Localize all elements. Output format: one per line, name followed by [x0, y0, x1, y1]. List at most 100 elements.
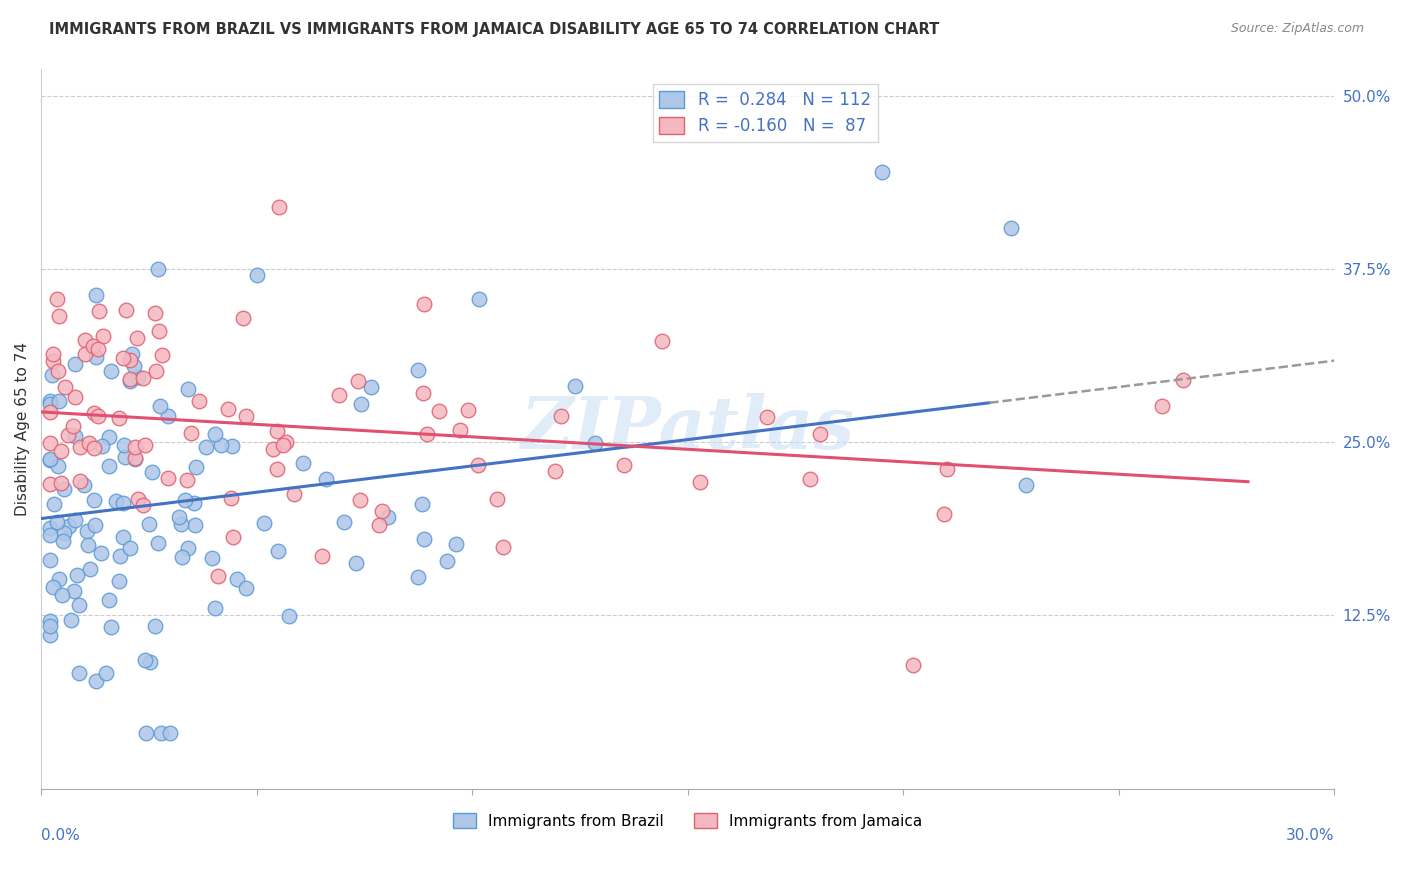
Point: [141, 465, 163, 479]
Point: [90, 439, 112, 453]
Point: [46, 459, 69, 474]
Point: [157, 471, 180, 485]
Point: [98, 593, 121, 607]
Point: [63, 428, 86, 442]
Point: [69, 475, 91, 489]
Point: [148, 324, 170, 338]
Point: [204, 427, 226, 442]
Point: [90, 546, 112, 560]
Point: [416, 426, 439, 441]
Point: [176, 474, 198, 488]
Point: [350, 396, 373, 410]
Point: [67, 665, 90, 680]
Point: [1015, 478, 1038, 492]
Point: [936, 462, 959, 476]
Point: [100, 620, 122, 634]
Point: [492, 540, 515, 554]
Point: [87, 303, 110, 318]
Point: [69, 440, 91, 454]
Point: [267, 544, 290, 558]
Point: [66, 568, 89, 582]
Point: [41, 368, 63, 382]
Point: [48, 572, 70, 586]
Point: [114, 450, 136, 465]
Point: [86, 409, 108, 423]
Point: [112, 438, 135, 452]
Point: [127, 331, 149, 345]
Point: [45, 292, 67, 306]
Point: [132, 370, 155, 384]
Point: [486, 492, 509, 507]
Point: [98, 459, 121, 474]
Point: [252, 516, 274, 530]
Point: [122, 359, 145, 374]
Point: [84, 351, 107, 365]
Point: [118, 541, 141, 555]
Text: 0.0%: 0.0%: [41, 828, 80, 843]
Point: [274, 435, 297, 450]
Point: [143, 306, 166, 320]
Point: [159, 726, 181, 740]
Point: [84, 288, 107, 302]
Text: Source: ZipAtlas.com: Source: ZipAtlas.com: [1230, 22, 1364, 36]
Point: [58, 519, 80, 533]
Text: IMMIGRANTS FROM BRAZIL VS IMMIGRANTS FROM JAMAICA DISABILITY AGE 65 TO 74 CORREL: IMMIGRANTS FROM BRAZIL VS IMMIGRANTS FRO…: [49, 22, 939, 37]
Point: [347, 374, 370, 388]
Point: [1000, 220, 1022, 235]
Point: [76, 524, 98, 539]
Point: [38, 451, 60, 466]
Point: [73, 334, 96, 348]
Point: [262, 442, 284, 456]
Point: [1173, 373, 1195, 387]
Point: [51, 588, 73, 602]
Point: [127, 492, 149, 507]
Point: [468, 292, 491, 306]
Point: [1150, 400, 1173, 414]
Point: [52, 533, 75, 548]
Text: ZIPatlas: ZIPatlas: [520, 393, 855, 464]
Point: [138, 517, 160, 532]
Point: [271, 438, 294, 452]
Point: [82, 339, 104, 353]
Point: [38, 405, 60, 419]
Point: [132, 499, 155, 513]
Point: [79, 562, 101, 576]
Point: [146, 262, 169, 277]
Point: [87, 342, 110, 356]
Point: [62, 419, 84, 434]
Point: [121, 347, 143, 361]
Point: [278, 609, 301, 624]
Point: [73, 477, 96, 491]
Point: [235, 582, 257, 596]
Point: [38, 394, 60, 409]
Point: [108, 574, 131, 588]
Point: [49, 475, 72, 490]
Point: [38, 435, 60, 450]
Point: [124, 450, 146, 465]
Point: [48, 309, 70, 323]
Point: [207, 569, 229, 583]
Point: [48, 394, 70, 409]
Point: [97, 430, 120, 444]
Point: [467, 458, 489, 472]
Point: [311, 549, 333, 563]
Point: [38, 528, 60, 542]
Point: [412, 386, 434, 401]
Point: [177, 541, 200, 555]
Point: [283, 487, 305, 501]
Point: [120, 353, 142, 368]
Point: [222, 530, 245, 544]
Point: [38, 452, 60, 467]
Point: [42, 580, 65, 594]
Point: [235, 409, 257, 423]
Point: [167, 509, 190, 524]
Point: [180, 426, 202, 441]
Y-axis label: Disability Age 65 to 74: Disability Age 65 to 74: [15, 342, 30, 516]
Point: [808, 427, 831, 442]
Point: [232, 310, 254, 325]
Point: [112, 496, 135, 510]
Point: [52, 482, 75, 496]
Point: [292, 456, 315, 470]
Point: [328, 387, 350, 401]
Point: [204, 601, 226, 615]
